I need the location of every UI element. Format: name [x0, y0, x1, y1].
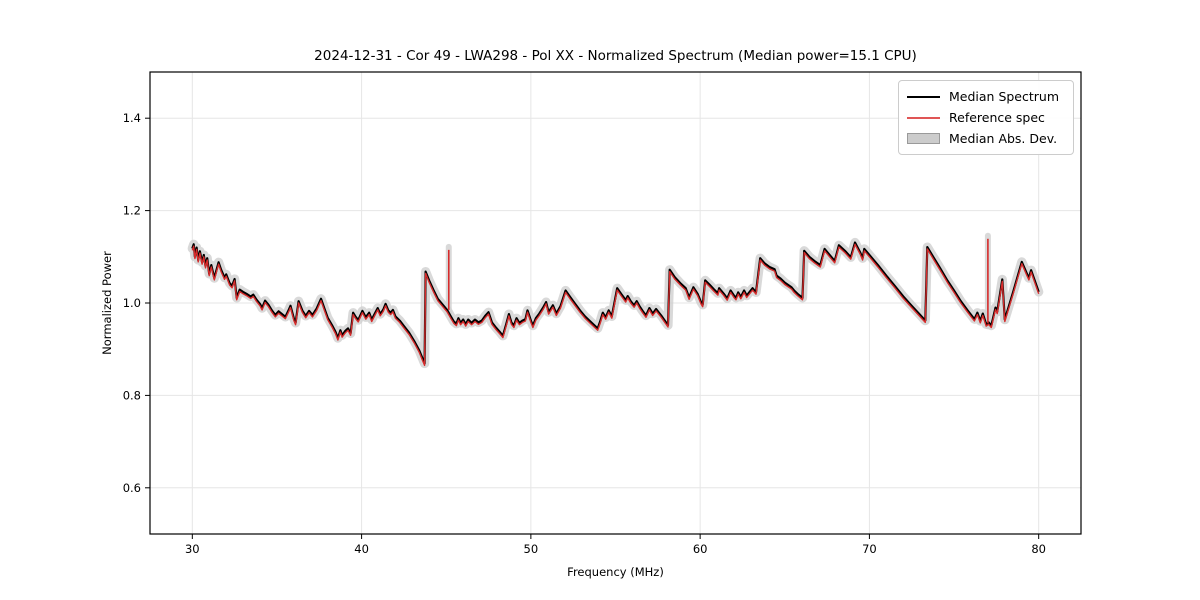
reference-spec-line-swatch — [907, 116, 940, 119]
x-tick-label: 70 — [862, 542, 877, 556]
y-tick-label: 0.8 — [123, 388, 141, 402]
x-tick-label: 60 — [693, 542, 708, 556]
reference-spec-line — [191, 243, 1040, 367]
legend-label: Median Abs. Dev. — [949, 131, 1058, 146]
median-spectrum-line-swatch — [907, 95, 940, 98]
median-abs-dev-patch-swatch — [907, 133, 940, 144]
y-tick-label: 0.6 — [123, 481, 141, 495]
legend-box: Median Spectrum Reference spec Median Ab… — [898, 80, 1074, 155]
y-axis-label: Normalized Power — [100, 251, 114, 355]
y-tick-label: 1.2 — [123, 204, 141, 218]
x-tick-label: 50 — [524, 542, 539, 556]
legend-item-median-abs-dev: Median Abs. Dev. — [907, 128, 1071, 149]
legend-item-reference-spec: Reference spec — [907, 107, 1071, 128]
legend-label: Reference spec — [949, 110, 1045, 125]
y-tick-label: 1.0 — [123, 296, 141, 310]
x-tick-label: 30 — [185, 542, 200, 556]
y-tick-label: 1.4 — [123, 111, 141, 125]
legend-label: Median Spectrum — [949, 89, 1060, 104]
x-tick-label: 40 — [354, 542, 369, 556]
x-tick-label: 80 — [1031, 542, 1046, 556]
x-axis-label: Frequency (MHz) — [567, 565, 664, 579]
legend-item-median-spectrum: Median Spectrum — [907, 86, 1071, 107]
plot-title: 2024-12-31 - Cor 49 - LWA298 - Pol XX - … — [314, 48, 917, 64]
